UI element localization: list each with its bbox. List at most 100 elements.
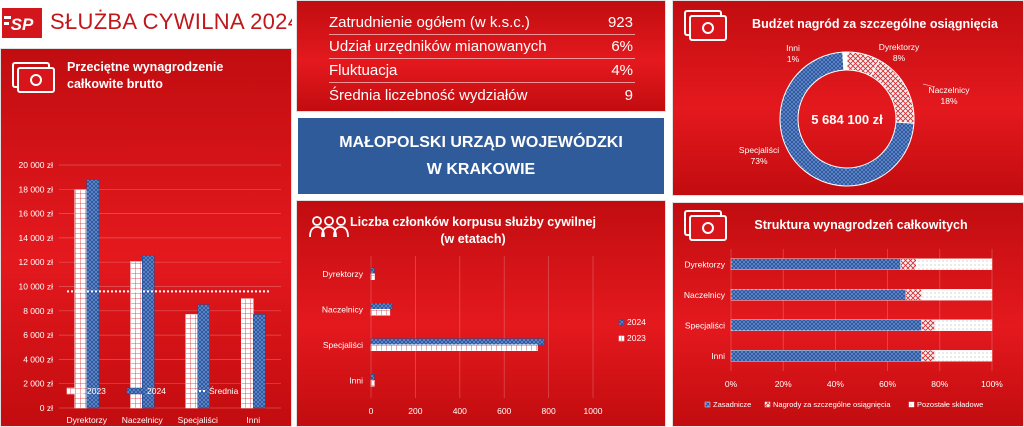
y-tick-label: 16 000 zł [19,209,54,219]
y-tick-label: 10 000 zł [19,282,54,292]
legend-label: Zasadnicze [713,400,751,409]
x-tick-label: Inni [246,415,260,425]
x-tick-label: 80% [931,379,948,389]
legend-swatch [764,401,771,408]
y-tick-label: 12 000 zł [19,257,54,267]
stats-table: Zatrudnienie ogółem (w k.s.c.) 923 Udział … [329,11,635,107]
bar-segment-0 [730,258,901,270]
x-tick-label: 60% [879,379,896,389]
corps-chart: Liczba członków korpusu służby cywilnej … [309,215,646,416]
x-tick-label: Naczelnicy [122,415,164,425]
stat-value: 6% [611,38,633,55]
x-tick-label: 0 [369,406,374,416]
header: SP SŁUŻBA CYWILNA 2024 [0,0,292,46]
x-tick-label: 0% [725,379,738,389]
leader-line [922,83,936,88]
legend-swatch [618,335,625,342]
bar-segment-2 [934,350,993,362]
y-tick-label: Specjaliści [685,320,725,330]
legend-label: Średnia [209,385,239,396]
legend-label: Pozostałe składowe [917,400,983,409]
x-tick-label: 800 [542,406,556,416]
slice-value-label: 18% [940,96,957,106]
salary-chart: Przeciętne wynagrodzenie całkowite brutt… [12,60,281,425]
bar-2023 [130,261,143,409]
budget-chart-panel: Budżet nagród za szczególne osiągnięcia … [672,0,1024,196]
y-tick-label: 18 000 zł [19,184,54,194]
pie-slice-Inni [842,51,848,71]
bar-segment-1 [900,258,917,270]
bar-segment-2 [934,319,993,331]
stat-value: 923 [607,14,633,31]
x-tick-label: Specjaliści [178,415,218,425]
money-icon [684,210,727,241]
x-tick-label: 100% [981,379,1003,389]
legend-label: Nagrody za szczególne osiągnięcia [773,400,891,409]
y-tick-label: 6 000 zł [23,330,53,340]
money-icon [684,10,727,41]
structure-chart: Struktura wynagrodzeń całkowitych 0% 20% 4… [684,210,1003,409]
x-tick-label: 600 [497,406,511,416]
corps-title-line1: Liczba członków korpusu służby cywilnej [350,215,596,229]
x-tick-label: 20% [775,379,792,389]
x-tick-label: 40% [827,379,844,389]
y-tick-label: 20 000 zł [19,160,54,170]
structure-title: Struktura wynagrodzeń całkowitych [754,218,967,232]
stat-row: Udział urzędników mianowanych 6% [329,35,635,59]
stat-label: Udział urzędników mianowanych [329,38,547,55]
stat-label: Zatrudnienie ogółem (w k.s.c.) [329,14,530,31]
bar-segment-1 [921,350,935,362]
y-tick-label: Specjaliści [323,340,363,350]
legend-swatch [66,387,84,395]
stat-label: Fluktuacja [329,62,398,79]
bar-2023 [370,273,375,280]
stat-row: Fluktuacja 4% [329,59,635,83]
bar-2023 [370,344,538,351]
stat-row: Średnia liczebność wydziałów 9 [329,83,635,107]
slice-value-label: 8% [893,53,906,63]
x-tick-label: 200 [408,406,422,416]
y-tick-label: Dyrektorzy [684,259,725,269]
bar-2023 [74,189,87,409]
budget-chart: Budżet nagród za szczególne osiągnięcia … [684,10,999,187]
salary-chart-panel: Przeciętne wynagrodzenie całkowite brutt… [0,48,292,427]
slice-name-label: Specjaliści [739,145,779,155]
bar-2023 [370,380,375,387]
office-name: MAŁOPOLSKI URZĄD WOJEWÓDZKI W KRAKOWIE [339,134,623,178]
bar-2024 [253,314,266,409]
y-tick-label: Inni [711,351,725,361]
bar-2023 [185,314,198,409]
salary-title-line2: całkowite brutto [67,77,163,91]
y-tick-label: 4 000 zł [23,354,53,364]
bar-2024 [370,303,393,310]
slice-value-label: 73% [750,156,767,166]
stat-row: Zatrudnienie ogółem (w k.s.c.) 923 [329,11,635,35]
corps-chart-panel: Liczba członków korpusu służby cywilnej … [296,200,666,427]
stats-panel: Zatrudnienie ogółem (w k.s.c.) 923 Udział … [296,0,666,112]
legend-swatch [618,319,625,326]
bar-segment-0 [730,319,922,331]
corps-title-line2: (w etatach) [440,232,505,246]
x-tick-label: 400 [453,406,467,416]
y-tick-label: Dyrektorzy [322,269,363,279]
bar-2024 [370,374,375,381]
bar-2023 [241,298,254,409]
legend-swatch [908,401,915,408]
bar-2024 [142,255,155,409]
fsp-logo-icon: SP [2,8,42,38]
bar-2024 [370,338,545,345]
y-tick-label: 8 000 zł [23,306,53,316]
stat-value: 4% [611,62,633,79]
slice-name-label: Naczelnicy [928,85,970,95]
y-tick-label: Inni [349,375,363,385]
slice-value-label: 1% [787,54,800,64]
y-tick-label: 14 000 zł [19,233,54,243]
stat-label: Średnia liczebność wydziałów [329,86,528,104]
bar-segment-2 [916,258,993,270]
y-tick-label: 0 zł [40,403,53,413]
office-panel: MAŁOPOLSKI URZĄD WOJEWÓDZKI W KRAKOWIE [298,118,664,194]
bar-segment-1 [921,319,935,331]
stat-value: 9 [624,86,633,104]
legend-swatch [126,387,144,395]
salary-title-line1: Przeciętne wynagrodzenie [67,60,223,74]
